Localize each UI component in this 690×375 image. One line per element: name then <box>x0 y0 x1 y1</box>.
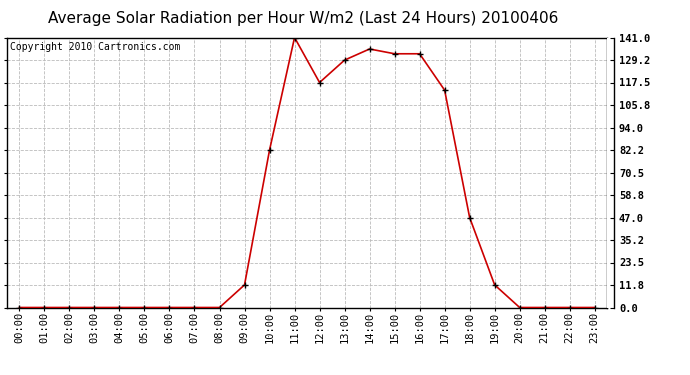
Text: Copyright 2010 Cartronics.com: Copyright 2010 Cartronics.com <box>10 42 180 51</box>
Text: Average Solar Radiation per Hour W/m2 (Last 24 Hours) 20100406: Average Solar Radiation per Hour W/m2 (L… <box>48 11 559 26</box>
